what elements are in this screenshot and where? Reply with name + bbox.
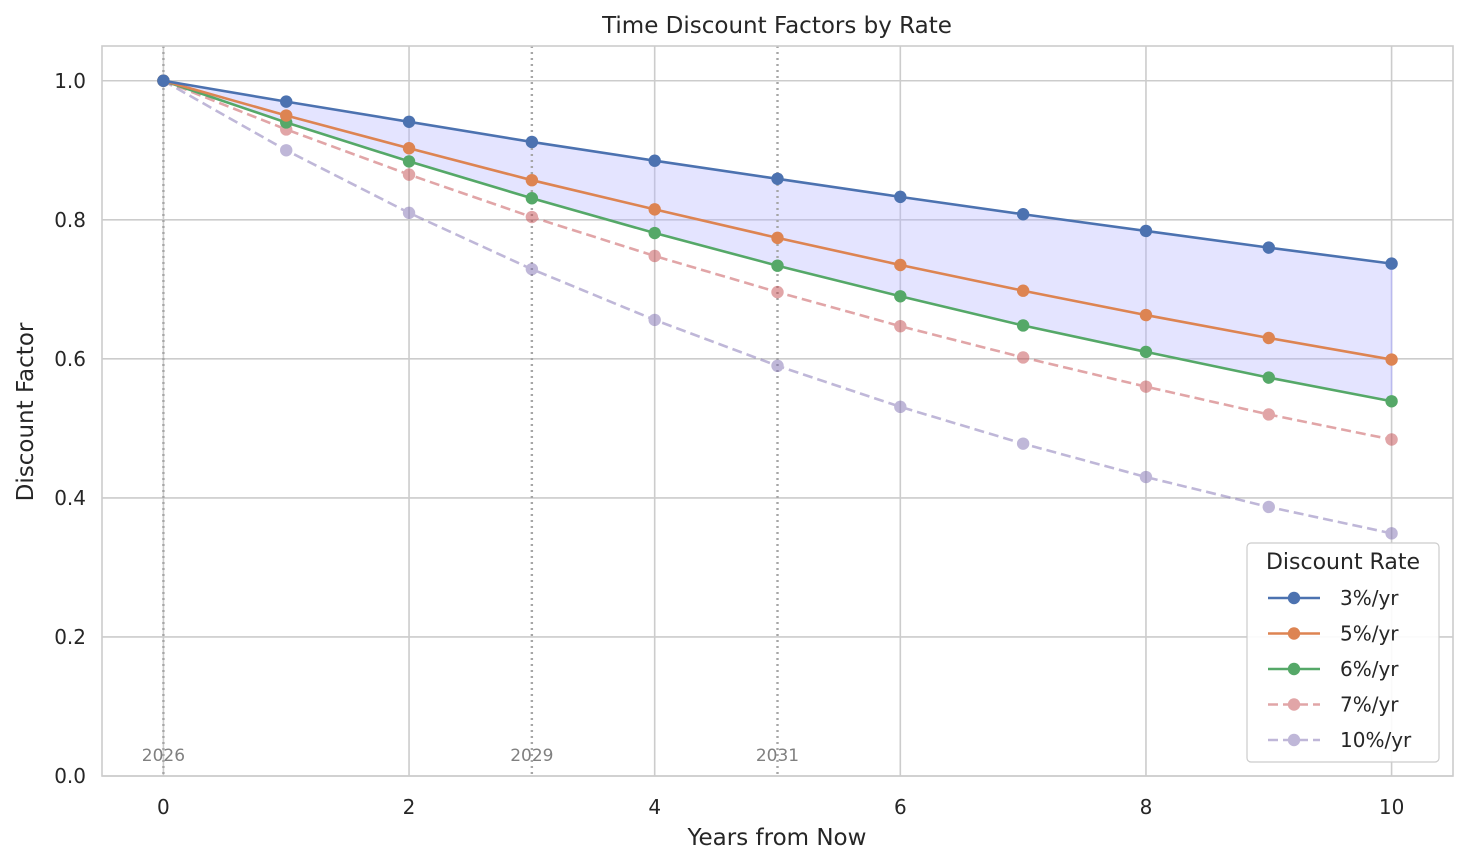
data-point [771,231,784,245]
data-point [1139,308,1153,322]
data-point [280,109,293,122]
data-point [894,290,907,303]
x-tick-label: 6 [894,795,907,819]
data-point [894,400,907,414]
data-point [1385,257,1398,270]
data-point [525,135,539,149]
year-markers: 2026 2029 2031 [142,46,799,776]
data-point [1262,241,1275,254]
tick-labels: 0 2 4 6 8 10 0.0 0.2 0.4 0.6 0.8 1.0 [54,69,1404,819]
legend-entry [1268,591,1320,605]
year-marker-label: 2031 [756,746,799,766]
series-3pct [157,74,1398,270]
data-point [402,142,416,155]
data-point [525,210,539,224]
y-tick-label: 0.4 [54,486,86,510]
data-point [648,249,661,263]
data-point [1262,408,1275,421]
data-point [894,190,907,204]
y-tick-label: 0.2 [54,625,86,649]
data-point [1016,437,1030,450]
legend-marker [1287,627,1301,640]
data-point [1139,470,1153,484]
data-point [648,154,661,167]
data-point [157,74,170,87]
data-point [1262,371,1275,384]
data-point [1016,284,1030,297]
legend-entry [1268,662,1320,676]
data-point [771,172,784,185]
legend-marker [1287,698,1301,711]
data-point [1139,345,1153,359]
legend-entries: 3%/yr 5%/yr 6%/yr 7%/yr 10%/yr [1268,586,1412,752]
x-tick-label: 10 [1379,795,1404,819]
year-marker-label: 2029 [510,746,553,766]
data-point [1262,331,1275,345]
data-point [402,206,416,220]
legend-marker [1287,733,1301,747]
data-point [1139,224,1153,238]
data-point [648,226,661,240]
year-marker-label: 2026 [142,746,185,766]
x-tick-label: 2 [403,795,416,819]
data-point [525,192,539,205]
data-point [1016,208,1030,221]
data-point [525,262,539,276]
legend-marker [1287,591,1301,605]
data-point [1016,319,1030,332]
legend-label: 7%/yr [1340,693,1399,717]
data-point [1139,380,1153,393]
data-point [280,95,293,108]
data-point [280,144,293,157]
data-point [771,285,784,299]
data-point [1385,527,1398,540]
y-tick-label: 1.0 [54,69,86,93]
data-point [771,259,784,272]
legend-label: 5%/yr [1340,622,1399,646]
data-point [771,359,784,373]
y-axis-title: Discount Factor [13,322,39,501]
data-point [1262,500,1275,514]
data-point [1385,395,1398,408]
legend: Discount Rate 3%/yr 5%/yr 6%/yr 7%/yr 10%/yr [1246,542,1440,763]
legend-entry [1268,733,1320,747]
data-point [525,173,539,187]
legend-entry [1268,627,1320,640]
legend-title: Discount Rate [1266,550,1420,575]
chart-title: Time Discount Factors by Rate [601,13,952,39]
data-point [1016,351,1030,364]
legend-marker [1287,662,1301,676]
legend-entry [1268,698,1320,711]
plot-frame [101,45,1454,777]
data-point [648,203,661,216]
x-tick-label: 0 [157,795,170,819]
data-point [648,313,661,327]
y-tick-label: 0.8 [54,208,86,232]
data-point [1385,353,1398,366]
data-point [894,258,907,272]
x-tick-label: 8 [1140,795,1153,819]
data-point [1385,433,1398,446]
legend-label: 3%/yr [1340,586,1399,610]
data-point [402,168,416,181]
series-5pct [157,74,1398,366]
legend-label: 10%/yr [1340,728,1412,752]
series [157,74,1398,540]
legend-label: 6%/yr [1340,657,1399,681]
x-tick-label: 4 [648,795,661,819]
data-point [894,319,907,333]
data-point [402,115,416,128]
y-tick-label: 0.0 [54,764,86,788]
y-tick-label: 0.6 [54,347,86,371]
x-axis-title: Years from Now [687,825,867,851]
data-point [402,155,416,168]
